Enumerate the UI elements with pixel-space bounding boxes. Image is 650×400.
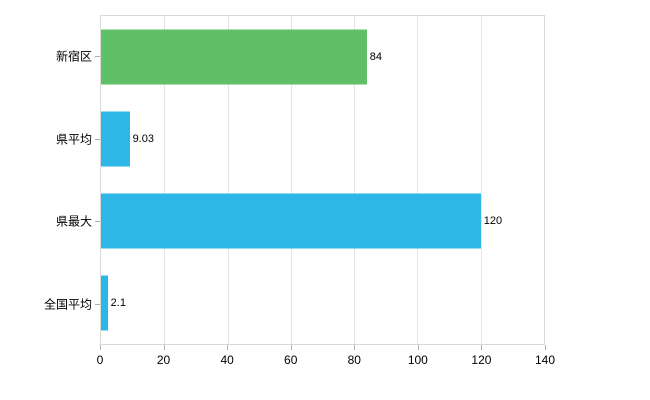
x-tick-label: 80 xyxy=(347,353,361,367)
x-tick-label: 40 xyxy=(220,353,234,367)
bar-1 xyxy=(101,29,367,85)
gridline xyxy=(164,16,166,344)
bar-3 xyxy=(101,193,481,249)
gridline xyxy=(480,16,482,344)
gridline xyxy=(354,16,356,344)
gridline xyxy=(417,16,419,344)
x-axis-tick xyxy=(545,345,546,350)
bar-value-label: 9.03 xyxy=(132,133,154,145)
plot-area: 84 9.03 120 2.1 xyxy=(100,15,545,345)
bar-2 xyxy=(101,111,130,167)
x-tick-label: 20 xyxy=(156,353,171,367)
category-label: 新宿区 xyxy=(55,49,92,64)
bar-4 xyxy=(101,275,108,331)
x-axis-tick xyxy=(100,345,101,350)
bar-value-label: 84 xyxy=(369,51,383,63)
bar-row: 84 xyxy=(101,16,544,98)
x-tick-label: 0 xyxy=(96,353,104,367)
bar-value-label: 120 xyxy=(483,215,503,227)
bar-value-label: 2.1 xyxy=(110,297,126,309)
x-axis-tick xyxy=(163,345,165,350)
y-axis-tick xyxy=(95,138,100,140)
bar-row: 2.1 xyxy=(101,262,544,344)
x-axis-tick xyxy=(481,345,483,350)
x-axis-tick xyxy=(227,345,229,350)
x-tick-label: 60 xyxy=(284,353,298,367)
x-tick-label: 100 xyxy=(407,353,428,367)
x-axis-tick xyxy=(417,345,419,350)
category-label: 全国平均 xyxy=(43,297,92,312)
bar-row: 9.03 xyxy=(101,98,544,180)
y-axis-tick xyxy=(95,303,100,305)
x-tick-label: 120 xyxy=(471,353,492,367)
x-axis-tick xyxy=(290,345,292,350)
bar-row: 120 xyxy=(101,180,544,262)
gridline xyxy=(290,16,292,344)
y-axis-tick xyxy=(95,56,100,58)
y-axis-tick xyxy=(95,221,100,223)
x-axis-tick xyxy=(354,345,356,350)
category-label: 県最大 xyxy=(55,214,92,229)
gridline xyxy=(227,16,229,344)
x-tick-label: 140 xyxy=(534,353,556,367)
category-label: 県平均 xyxy=(55,132,92,147)
